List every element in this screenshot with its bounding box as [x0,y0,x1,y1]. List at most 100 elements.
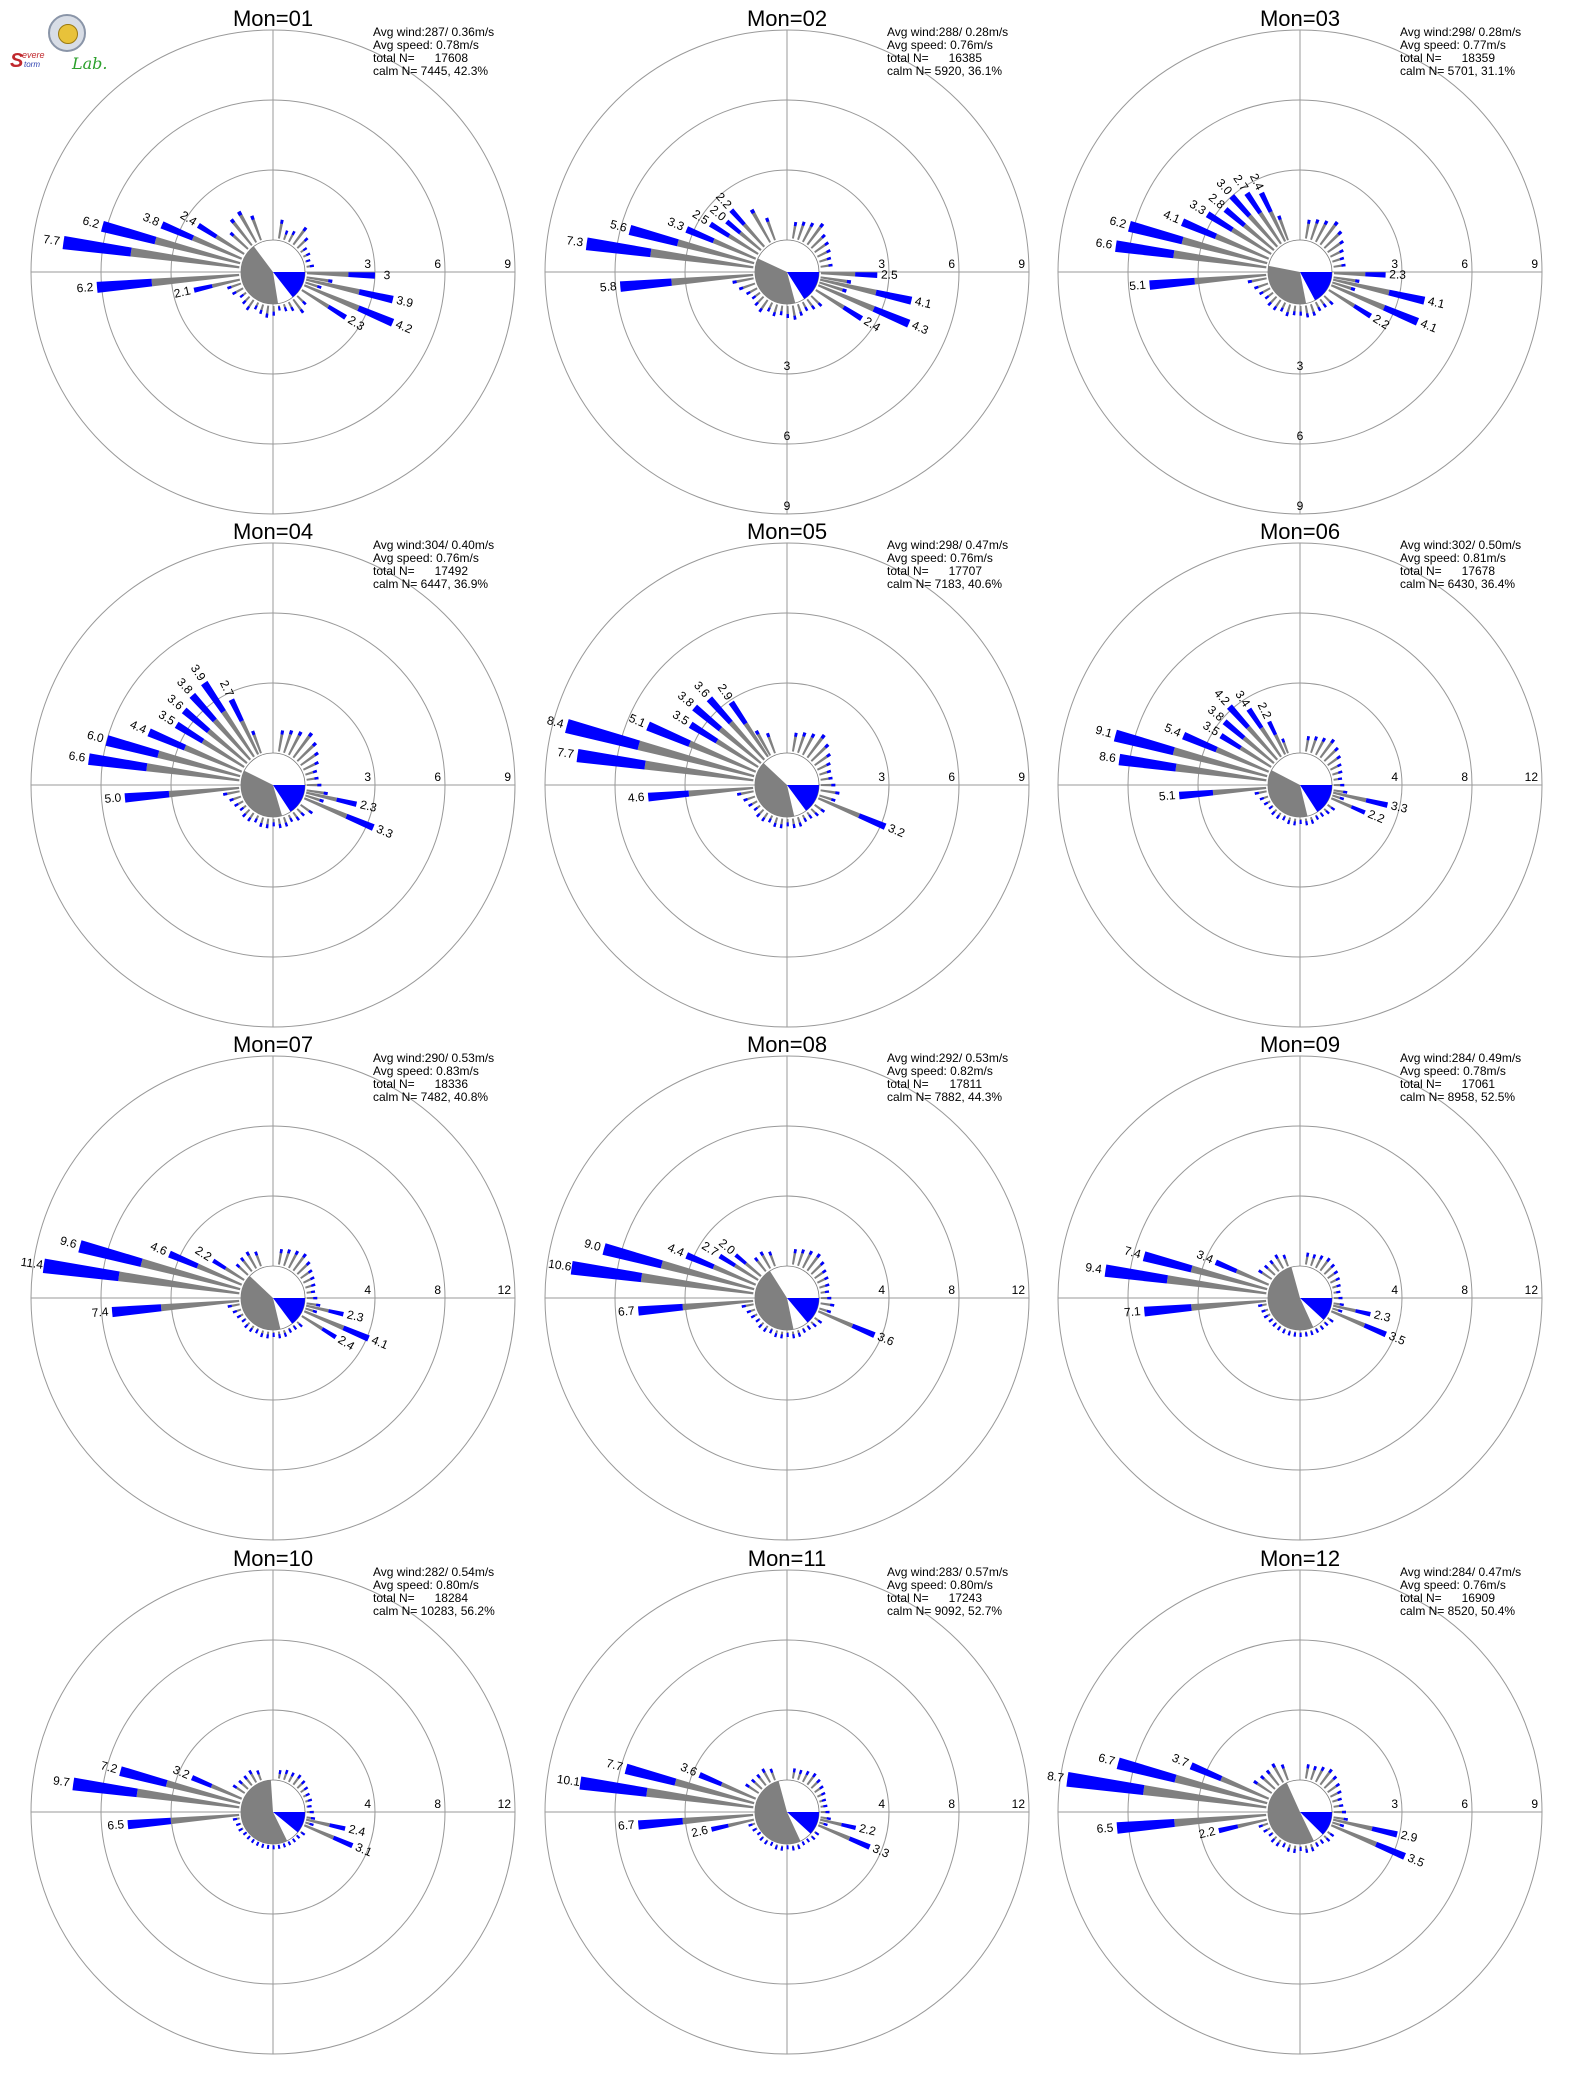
minor-bar-tip [1339,796,1345,801]
minor-bar-tip [265,313,269,318]
direction-bar-high [875,289,913,305]
minor-bar-tip [278,1769,282,1775]
minor-bar-tip [308,809,314,815]
minor-bar-tip [792,1768,796,1773]
minor-bar-tip [261,1843,265,1848]
minor-bar-tip [1339,1804,1344,1808]
bar-value-label: 4.1 [369,1333,390,1353]
ring-tick-label: 6 [948,257,955,271]
bar-value-label: 3.8 [141,210,162,230]
direction-bar [1332,1304,1356,1313]
bar-value-label: 2.4 [347,1822,367,1839]
minor-bar-tip [277,306,281,311]
minor-bar-tip [1337,1309,1343,1313]
minor-bar-tip [793,1249,797,1254]
direction-bar [170,1813,240,1825]
direction-bar [1333,272,1366,277]
minor-bar-tip [808,1250,814,1256]
bar-value-label: 5.6 [609,217,629,235]
bar-value-label: 2.2 [193,1243,215,1264]
avg-wind-text: Avg wind:302/ 0.50m/s [1400,538,1521,552]
bar-value-label: 3.2 [171,1762,192,1782]
logo-letter: S [10,50,24,72]
minor-bar-tip [1337,230,1343,236]
minor-bar-tip [1320,1766,1325,1772]
ring-tick-label: 3 [364,257,371,271]
ring-tick-label: 4 [878,1797,885,1811]
direction-bar-high [1246,707,1264,730]
wind-rose-panel: 4 8 12 7.2 9.7 3.2 6.5 2.43.1 Mon=10 Avg wind:282… [30,1546,516,2055]
direction-bar-high [1143,1304,1192,1317]
minor-bar-tip [1282,1329,1286,1334]
minor-bar-tip [756,812,761,818]
panel-title: Mon=11 [748,1546,826,1571]
minor-bar-tip [1310,819,1315,824]
calm-blue-sector [273,785,305,812]
direction-bar [742,223,766,248]
minor-bar-tip [1254,791,1259,795]
minor-bar-tip [794,732,798,738]
direction-bar-high [1371,1826,1398,1838]
direction-bar-high [348,272,375,279]
minor-bar-tip [1350,287,1356,292]
minor-bar-tip [1312,311,1316,316]
minor-bar-tip [793,315,797,320]
calm-blue-sector [787,272,819,299]
bar-value-label: 6.5 [107,1817,125,1832]
minor-bar-tip [823,1804,828,1808]
bar-value-label: 7.7 [605,1756,625,1774]
minor-bar [237,210,258,243]
minor-bar-tip [279,1249,283,1254]
minor-bar-tip [1263,1314,1269,1319]
direction-bar-high [147,728,187,751]
total-n-value: 17061 [1462,1077,1496,1091]
minor-bar-tip [1325,810,1330,815]
minor-bar [1271,1763,1285,1783]
bar-value-label: 3.5 [670,707,692,728]
minor-bar-tip [259,822,263,828]
direction-bar-high [872,306,911,328]
minor-bar-tip [1282,1254,1287,1260]
calm-blue-sector [787,785,819,811]
minor-bar-tip [313,1296,318,1300]
minor-bar-tip [236,1314,242,1319]
minor-bar-tip [762,1327,767,1333]
minor-bar-tip [809,222,815,228]
ring-tick-label: 3 [878,770,885,784]
minor-bar-tip [752,1827,757,1832]
calm-blue-sector [1300,785,1332,812]
minor-bar-tip [821,233,826,239]
minor-bar [288,731,303,756]
calm-n-text: calm N= 7882, 44.3% [887,1090,1002,1104]
direction-bar [210,1784,243,1800]
minor-bar-tip [826,753,831,758]
panel-title: Mon=07 [233,1032,313,1057]
minor-bar-tip [1326,1257,1331,1263]
calm-sector [754,1781,801,1844]
minor-bar-tip [272,822,275,827]
direction-bar [196,1263,243,1286]
bar-value-label: 6.0 [86,728,106,746]
minor-bar-tip [314,776,319,780]
panel-title: Mon=04 [233,519,313,544]
bar-value-label: 2.6 [690,1823,710,1840]
bar-value-label: 4.1 [914,294,934,311]
direction-bar-high [201,680,226,714]
direction-bar [1194,273,1267,285]
direction-bar-high [190,1775,213,1788]
logo-text-lab: Lab. [72,54,108,73]
calm-n-text: calm N= 6430, 36.4% [1400,577,1515,591]
minor-bar-tip [802,732,807,737]
direction-bar-high [1244,191,1263,215]
direction-bar [1181,236,1268,265]
avg-speed-text: Avg speed: 0.80m/s [373,1578,479,1592]
minor-bar-tip [307,1798,313,1802]
minor-bar-tip [826,256,832,261]
minor-bar-tip [238,1827,243,1832]
panel-title: Mon=05 [747,519,827,544]
direction-bar-high [1375,1841,1406,1860]
minor-bar [820,789,840,795]
minor-bar-tip [238,1779,243,1785]
wind-rose-panel: 3 6 9 6.2 7.7 3.8 2.4 6.2 2.1 3 3.9 4.2 2.3 Mon=01 Avg… [30,6,516,515]
ring-tick-label-south: 9 [784,499,791,513]
